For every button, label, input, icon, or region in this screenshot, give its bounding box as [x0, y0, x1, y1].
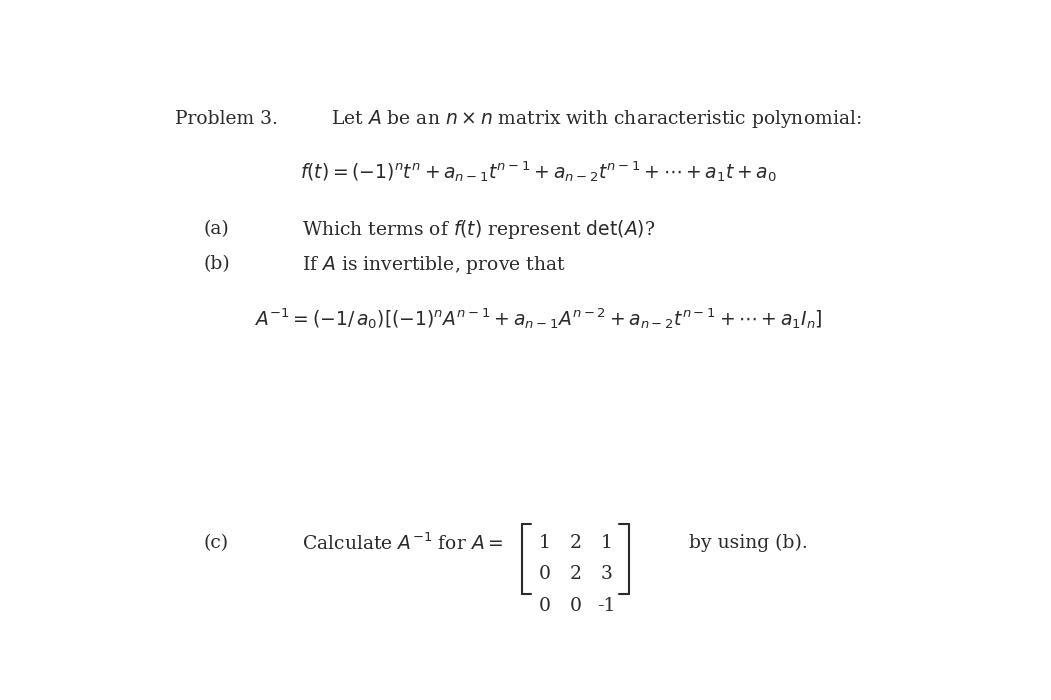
Text: Problem 3.: Problem 3.: [174, 110, 277, 128]
Text: 0: 0: [538, 597, 551, 615]
Text: $\mathit{A}^{-1} = (-1/\,a_0)[(-1)^n \mathit{A}^{n-1} + a_{n-1}\mathit{A}^{n-2} : $\mathit{A}^{-1} = (-1/\,a_0)[(-1)^n \ma…: [254, 306, 823, 331]
Text: by using (b).: by using (b).: [689, 534, 808, 552]
Text: Which terms of $f(t)$ represent $\det(\mathit{A})$?: Which terms of $f(t)$ represent $\det(\m…: [303, 218, 656, 241]
Text: (b): (b): [203, 256, 230, 274]
Text: 0: 0: [538, 566, 551, 584]
Text: 0: 0: [570, 597, 581, 615]
Text: Let $\mathit{A}$ be an $n \times n$ matrix with characteristic polynomial:: Let $\mathit{A}$ be an $n \times n$ matr…: [331, 108, 862, 130]
Text: (a): (a): [203, 220, 229, 239]
Text: 1: 1: [600, 534, 612, 552]
Text: Calculate $\mathit{A}^{-1}$ for $\mathit{A} = $: Calculate $\mathit{A}^{-1}$ for $\mathit…: [303, 533, 503, 554]
Text: 2: 2: [570, 566, 581, 584]
Text: If $\mathit{A}$ is invertible, prove that: If $\mathit{A}$ is invertible, prove tha…: [303, 253, 566, 276]
Text: -1: -1: [597, 597, 616, 615]
Text: 1: 1: [538, 534, 551, 552]
Text: 3: 3: [600, 566, 612, 584]
Text: $f(t) = (-1)^n t^n + a_{n-1}t^{n-1} + a_{n-2}t^{n-1} + \cdots + a_1 t + a_0$: $f(t) = (-1)^n t^n + a_{n-1}t^{n-1} + a_…: [301, 159, 777, 183]
Text: (c): (c): [203, 534, 228, 552]
Text: 2: 2: [570, 534, 581, 552]
